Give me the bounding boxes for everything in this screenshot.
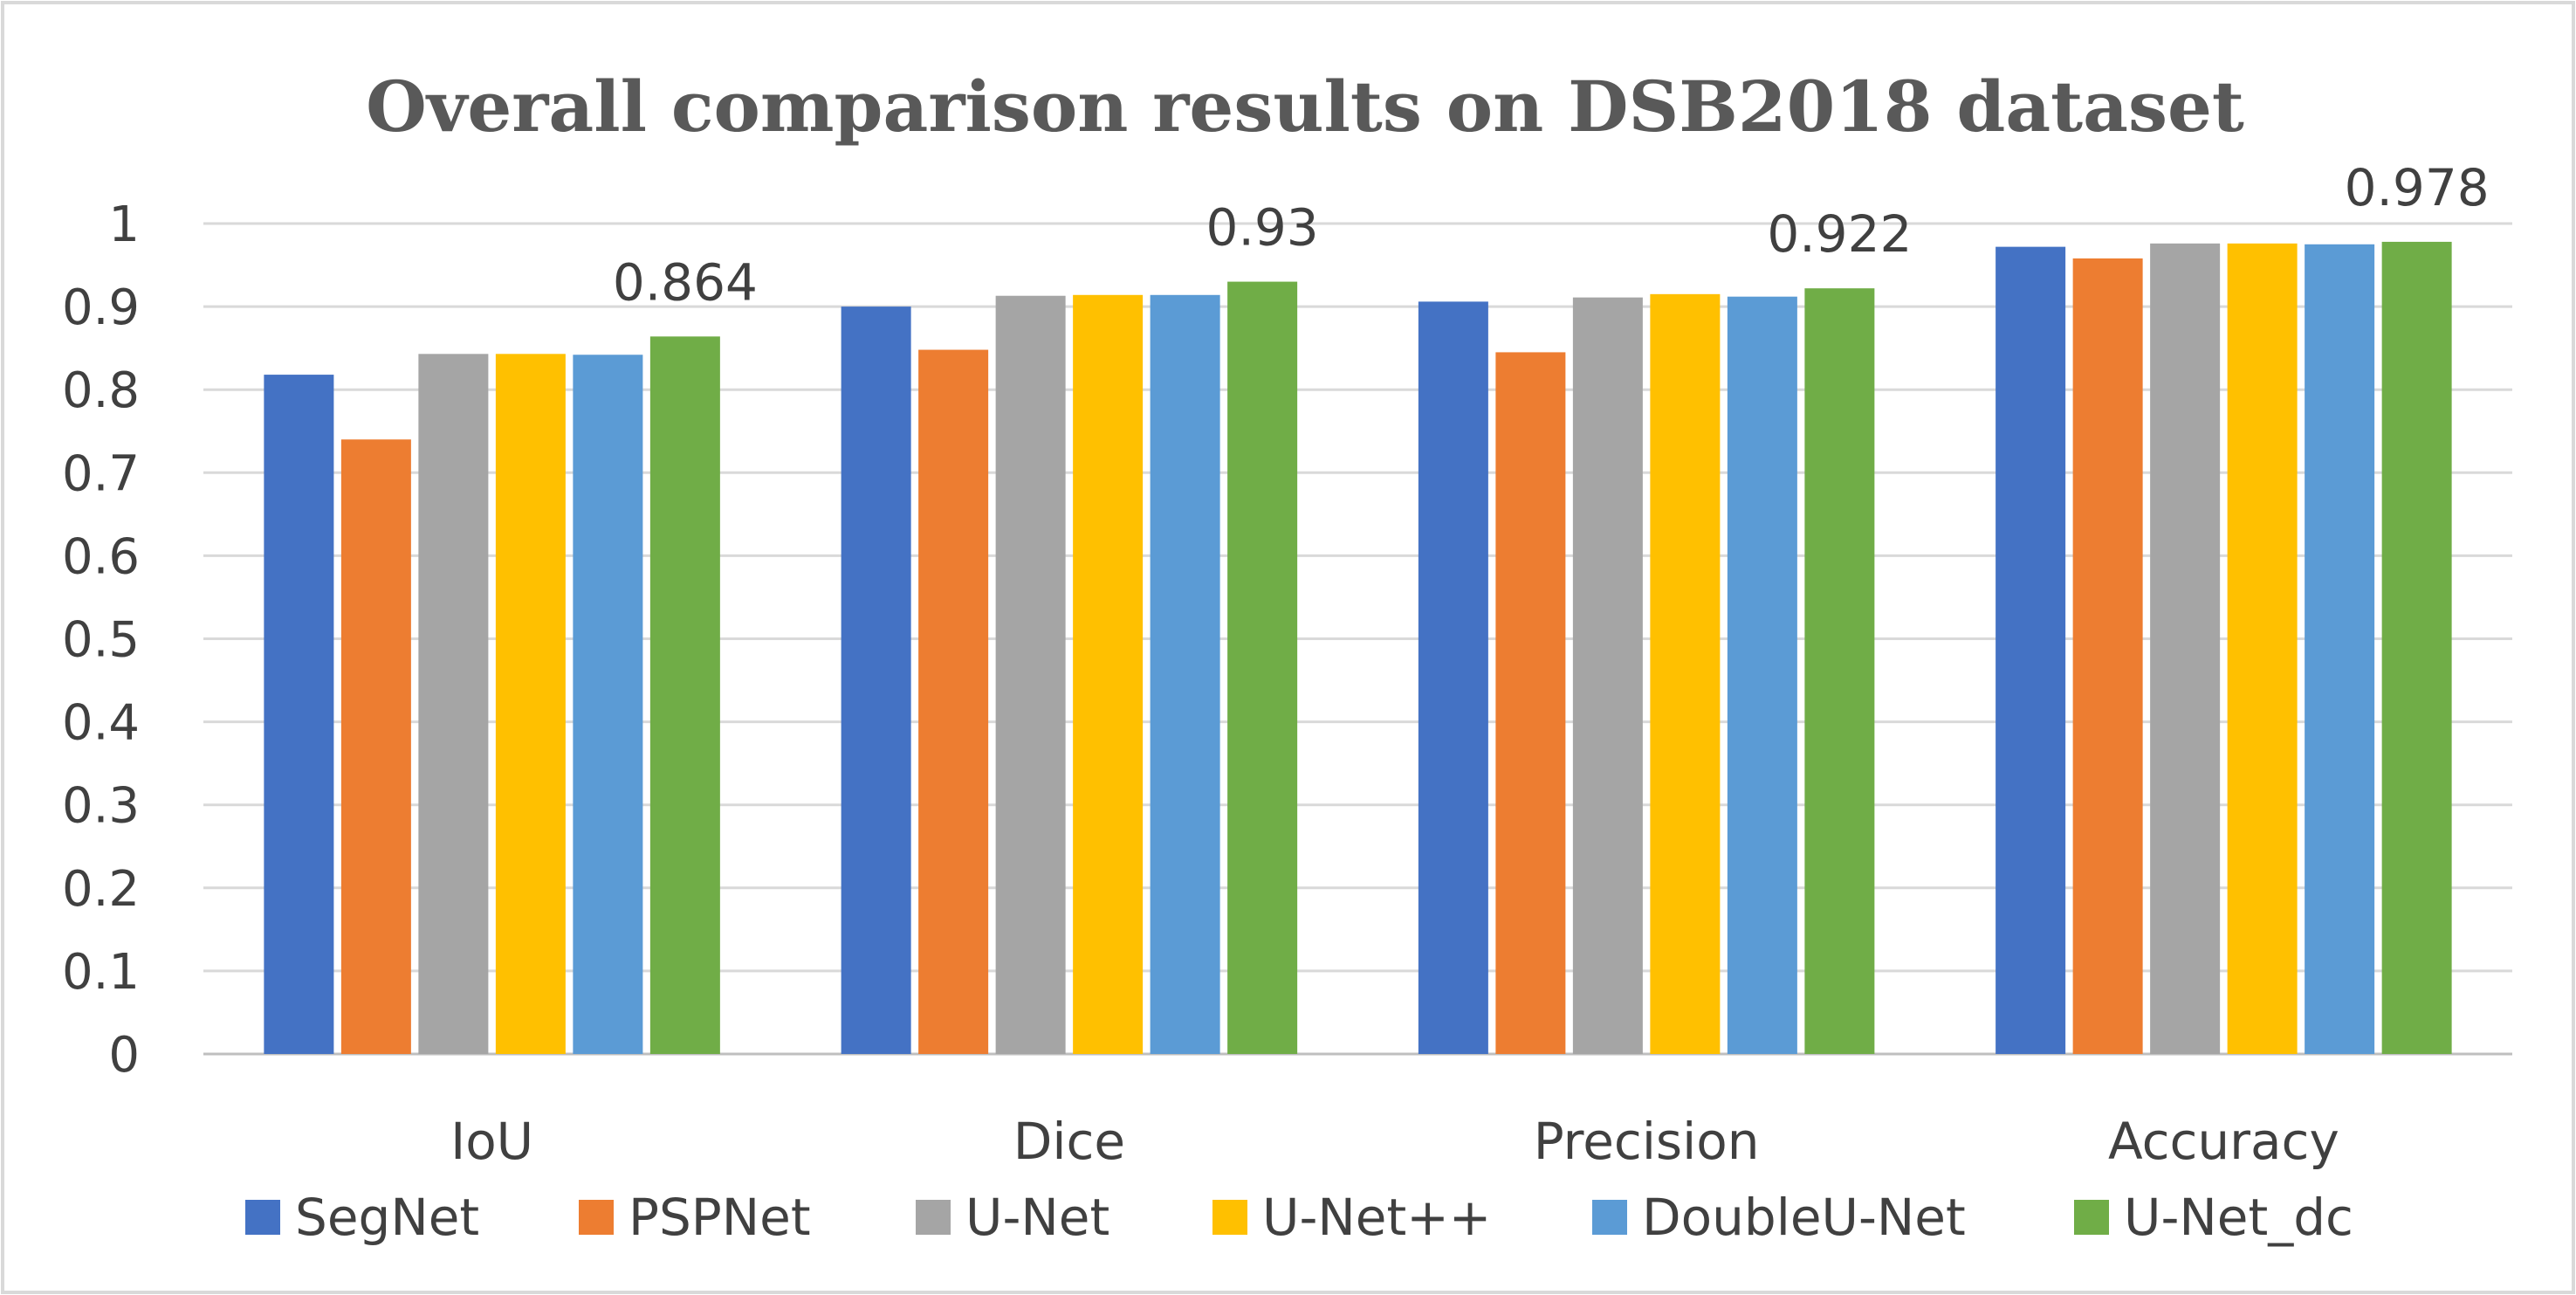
bar-segnet-precision	[1418, 301, 1488, 1054]
data-label-precision: 0.922	[1767, 204, 1912, 264]
bar-u-net-precision	[1650, 293, 1721, 1055]
data-labels: 0.864 0.93 0.922 0.978	[613, 158, 2490, 312]
legend-swatch	[245, 1200, 280, 1235]
data-label-iou: 0.864	[613, 252, 758, 312]
legend-label: DoubleU-Net	[1642, 1188, 1966, 1247]
category-label-dice: Dice	[1013, 1112, 1125, 1171]
y-tick-label: 1	[108, 196, 140, 253]
legend-item-pspnet: PSPNet	[579, 1188, 811, 1247]
legend-item-doubleu-net: DoubleU-Net	[1592, 1188, 1966, 1247]
y-tick-label: 0.2	[62, 861, 140, 918]
bar-u-net-dc-iou	[649, 336, 720, 1054]
y-tick-label: 0.7	[62, 445, 140, 502]
bar-u-net-dc-accuracy	[2381, 241, 2452, 1054]
data-label-dice: 0.93	[1206, 198, 1319, 258]
bar-pspnet-precision	[1495, 352, 1566, 1054]
category-label-accuracy: Accuracy	[2108, 1112, 2339, 1171]
bar-u-net-dc-dice	[1227, 281, 1298, 1054]
bar-doubleu-net-dice	[1150, 294, 1220, 1054]
legend-item-u-net: U-Net++	[1212, 1188, 1491, 1247]
y-tick-label: 0.9	[62, 279, 140, 336]
y-tick-label: 0.3	[62, 778, 140, 835]
bar-doubleu-net-iou	[573, 355, 643, 1054]
bar-segnet-accuracy	[1996, 246, 2066, 1054]
bar-u-net-dice	[1073, 294, 1144, 1054]
legend-label: SegNet	[295, 1188, 479, 1247]
legend-swatch	[1212, 1200, 1247, 1235]
bar-doubleu-net-precision	[1727, 296, 1797, 1054]
category-label-iou: IoU	[450, 1112, 533, 1171]
bar-u-net-iou	[495, 354, 566, 1054]
bar-doubleu-net-accuracy	[2305, 244, 2375, 1054]
legend-swatch	[916, 1200, 951, 1235]
legend-item-u-net: U-Net	[916, 1188, 1109, 1247]
bars	[264, 241, 2452, 1055]
data-label-accuracy: 0.978	[2345, 158, 2490, 217]
bar-u-net-accuracy	[2150, 243, 2221, 1055]
bar-segnet-iou	[264, 375, 334, 1054]
legend-swatch	[2074, 1200, 2109, 1235]
y-axis-ticks: 0 0.1 0.2 0.3 0.4 0.5 0.6 0.7 0.8 0.9 1	[62, 196, 140, 1084]
legend-item-u-net-dc: U-Net_dc	[2074, 1188, 2353, 1247]
bar-u-net-precision	[1572, 297, 1643, 1054]
bar-u-net-dice	[995, 295, 1066, 1054]
y-tick-label: 0.8	[62, 362, 140, 419]
bar-u-net-dc-precision	[1804, 288, 1875, 1055]
bar-pspnet-accuracy	[2072, 258, 2143, 1054]
bar-pspnet-dice	[918, 349, 989, 1054]
legend-swatch	[579, 1200, 614, 1235]
category-label-precision: Precision	[1534, 1112, 1760, 1171]
legend-label: U-Net++	[1262, 1188, 1491, 1247]
legend-label: U-Net	[965, 1188, 1109, 1247]
bar-u-net-iou	[418, 354, 489, 1054]
y-tick-label: 0.4	[62, 695, 140, 752]
legend-swatch	[1592, 1200, 1627, 1235]
legend-item-segnet: SegNet	[245, 1188, 479, 1247]
legend: SegNet PSPNet U-Net U-Net++ DoubleU-Net U-Net…	[245, 1188, 2353, 1247]
bar-segnet-dice	[841, 307, 911, 1055]
y-tick-label: 0	[108, 1027, 140, 1084]
bar-pspnet-iou	[340, 439, 411, 1054]
chart-title: Overall comparison results on DSB2018 da…	[366, 65, 2244, 148]
legend-label: PSPNet	[629, 1188, 811, 1247]
legend-label: U-Net_dc	[2124, 1188, 2353, 1247]
bar-u-net-accuracy	[2227, 243, 2298, 1055]
x-axis-categories: IoU Dice Precision Accuracy	[450, 1112, 2339, 1171]
y-tick-label: 0.5	[62, 612, 140, 669]
y-tick-label: 0.6	[62, 528, 140, 585]
y-tick-label: 0.1	[62, 944, 140, 1001]
